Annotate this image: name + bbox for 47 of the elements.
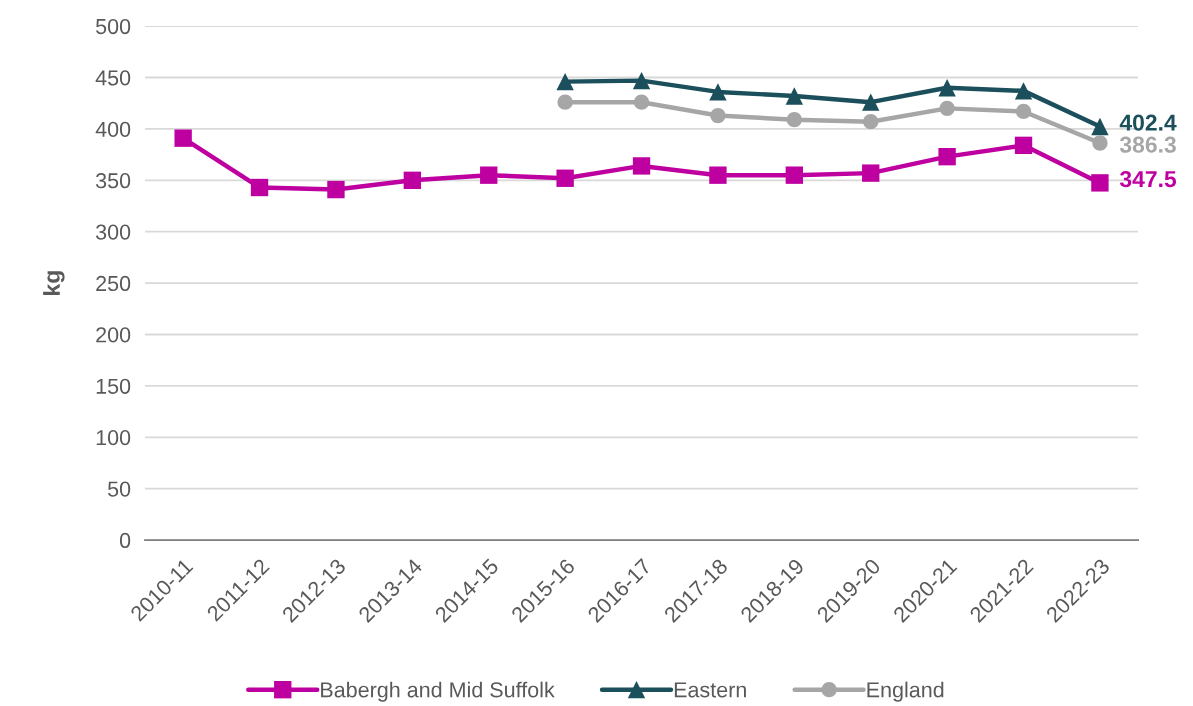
legend-label: England: [867, 681, 944, 702]
legend-label: Eastern: [674, 682, 746, 698]
point: [786, 112, 802, 128]
point: [1014, 82, 1033, 100]
y-tick-label: 500: [96, 18, 131, 35]
y-tick-label: 0: [119, 532, 131, 549]
point: [1015, 103, 1032, 120]
point: [633, 94, 650, 110]
point: [862, 164, 880, 182]
point: [403, 171, 422, 189]
point: [557, 94, 573, 110]
point: [710, 107, 726, 124]
point: [1091, 174, 1109, 192]
point: [556, 72, 574, 91]
y-tick-label: 150: [96, 378, 131, 394]
point: [863, 114, 879, 130]
point: [174, 129, 192, 147]
y-tick-label: 400: [95, 121, 131, 137]
point: [480, 166, 498, 184]
y-tick-label: 350: [95, 173, 131, 189]
y-tick-label: 300: [95, 224, 131, 240]
y-tick-label: 200: [96, 327, 131, 343]
point: [785, 87, 804, 105]
y-tick-label: 250: [96, 275, 131, 292]
y-tick-label: 50: [107, 481, 131, 497]
data-label: 347.5: [1119, 170, 1177, 188]
point: [250, 178, 269, 197]
point: [709, 83, 727, 101]
point: [862, 93, 880, 111]
point: [939, 100, 955, 116]
legend-label: Babergh and Mid Suffolk: [321, 681, 555, 702]
data-label: 402.4: [1119, 114, 1177, 131]
point: [632, 157, 651, 175]
point: [785, 166, 804, 184]
point: [938, 147, 956, 166]
point: [1092, 135, 1108, 151]
point: [632, 71, 651, 90]
data-label: 386.3: [1119, 136, 1176, 153]
point: [938, 79, 956, 97]
point: [709, 166, 727, 184]
point: [1014, 136, 1033, 155]
point: [556, 169, 574, 187]
y-tick-label: 100: [96, 430, 131, 446]
y-axis-title: kg: [43, 271, 65, 295]
y-tick-label: 450: [95, 70, 131, 86]
point: [1091, 117, 1109, 136]
point: [327, 180, 345, 199]
